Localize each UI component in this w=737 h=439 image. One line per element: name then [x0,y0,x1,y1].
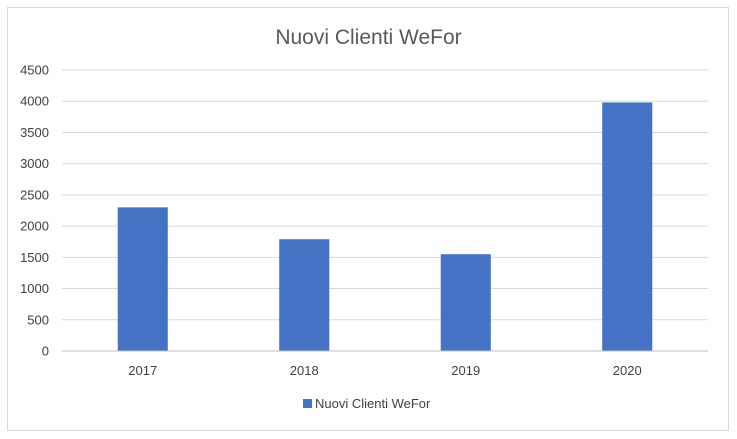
chart-title: Nuovi Clienti WeFor [275,26,461,49]
y-tick-label: 2500 [20,187,49,202]
y-tick-label: 0 [42,344,49,359]
bar-2018 [279,239,330,351]
y-tick-label: 4500 [20,63,49,78]
y-tick-label: 3000 [20,156,49,171]
y-tick-label: 2000 [20,219,49,234]
x-tick-label: 2018 [290,363,319,378]
y-tick-label: 1000 [20,281,49,296]
y-axis-ticks: 0 500 1000 1500 2000 2500 3000 3500 4000 4500 [20,63,49,359]
y-tick-label: 500 [27,312,49,327]
bar-2020 [602,102,653,352]
gridlines [62,69,708,321]
x-tick-label: 2019 [451,363,480,378]
x-axis-ticks: 2017 2018 2019 2020 [128,363,641,378]
y-tick-label: 3500 [20,125,49,140]
bars [117,102,653,352]
x-tick-label: 2017 [128,363,157,378]
legend-swatch [303,399,312,408]
y-tick-label: 4000 [20,94,49,109]
bar-2019 [440,254,491,351]
legend: Nuovi Clienti WeFor [303,396,431,411]
legend-label: Nuovi Clienti WeFor [315,396,431,411]
bar-2017 [117,207,168,351]
y-tick-label: 1500 [20,250,49,265]
x-tick-label: 2020 [613,363,642,378]
